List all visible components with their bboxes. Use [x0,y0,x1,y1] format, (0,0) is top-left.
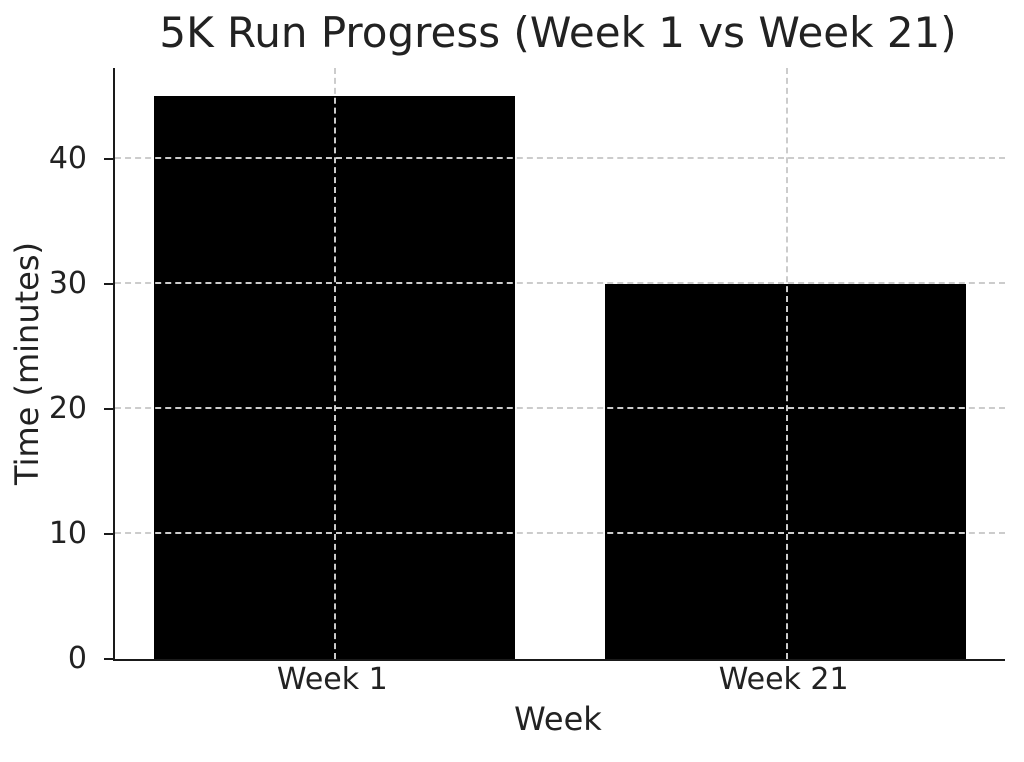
gridline-vertical [334,68,337,659]
gridline-horizontal [115,531,1005,534]
y-tick-label: 20 [48,390,87,426]
y-tick-label: 30 [48,265,87,301]
plot-area [113,68,1005,661]
y-tick-mark [104,532,113,535]
y-tick-mark [104,157,113,160]
gridline-horizontal [115,406,1005,409]
x-tick-label: Week 21 [718,662,849,697]
y-tick-mark [104,407,113,410]
x-tick-label: Week 1 [276,662,388,697]
gridline-horizontal [115,156,1005,159]
y-axis: 0 10 20 30 40 [0,68,113,674]
chart-title: 5K Run Progress (Week 1 vs Week 21) [159,8,957,57]
x-axis: Week 1 Week 21 [113,663,1003,699]
y-tick-label: 10 [48,515,87,551]
gridline-vertical [785,68,788,659]
bar-week-21 [605,283,967,659]
y-tick-label: 40 [48,140,87,176]
y-tick-mark [104,658,113,660]
y-tick-mark [104,282,113,285]
x-axis-label: Week [514,700,602,738]
gridline-horizontal [115,281,1005,284]
y-tick-label: 0 [67,641,87,676]
